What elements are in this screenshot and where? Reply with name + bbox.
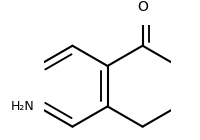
Text: H₂N: H₂N bbox=[11, 100, 35, 113]
Text: O: O bbox=[137, 0, 148, 14]
